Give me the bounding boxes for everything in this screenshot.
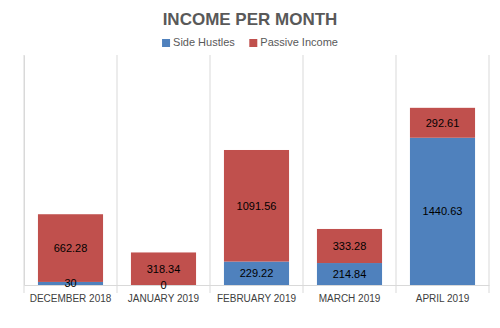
category-separator bbox=[24, 55, 25, 293]
data-label: 318.34 bbox=[147, 263, 181, 275]
category-separator bbox=[210, 55, 211, 293]
y-axis-line bbox=[24, 56, 25, 286]
data-label: 292.61 bbox=[426, 117, 460, 129]
bar-segment bbox=[410, 108, 475, 138]
legend-entry: Side Hustles bbox=[162, 36, 235, 48]
x-tick-label: APRIL 2019 bbox=[416, 293, 470, 304]
legend-entry: Passive Income bbox=[249, 36, 338, 48]
legend: Side Hustles Passive Income bbox=[162, 36, 338, 48]
bars bbox=[38, 108, 475, 285]
x-tick-label: MARCH 2019 bbox=[319, 293, 381, 304]
data-label: 214.84 bbox=[333, 268, 367, 280]
data-labels: 30 0 229.22 214.84 1440.63 662.28 318.34 1091.5… bbox=[54, 117, 463, 291]
chart: INCOME PER MONTH DECEMBER 2018 JANUARY 201… bbox=[0, 0, 500, 328]
bar-segment bbox=[410, 138, 475, 285]
legend-swatch bbox=[162, 39, 170, 47]
data-label: 662.28 bbox=[54, 242, 88, 254]
data-label: 333.28 bbox=[333, 240, 367, 252]
data-label: 229.22 bbox=[240, 267, 274, 279]
legend-label: Passive Income bbox=[260, 36, 338, 48]
x-axis: DECEMBER 2018 JANUARY 2019 FEBRUARY 2019 MA… bbox=[25, 285, 490, 304]
separators bbox=[24, 55, 489, 293]
x-axis-line bbox=[25, 285, 490, 286]
y-axis bbox=[24, 56, 25, 286]
bar-segment bbox=[317, 263, 382, 285]
title: INCOME PER MONTH bbox=[163, 10, 338, 29]
x-tick-label: FEBRUARY 2019 bbox=[217, 293, 297, 304]
category-separator bbox=[489, 55, 490, 293]
bar-segment bbox=[38, 214, 103, 282]
bar-segment bbox=[224, 262, 289, 285]
data-label: 30 bbox=[64, 277, 76, 289]
bar-segment bbox=[224, 150, 289, 262]
bar-segment bbox=[317, 229, 382, 263]
x-tick-label: JANUARY 2019 bbox=[128, 293, 200, 304]
x-tick-label: DECEMBER 2018 bbox=[30, 293, 112, 304]
data-label: 1091.56 bbox=[237, 200, 277, 212]
x-tick: APRIL 2019 bbox=[416, 285, 470, 304]
legend-swatch bbox=[249, 39, 257, 47]
legend-label: Side Hustles bbox=[173, 36, 235, 48]
category-separator bbox=[303, 55, 304, 293]
x-tick: FEBRUARY 2019 bbox=[217, 285, 297, 304]
x-tick: MARCH 2019 bbox=[319, 285, 381, 304]
data-label: 0 bbox=[160, 279, 166, 291]
data-label: 1440.63 bbox=[423, 205, 463, 217]
category-separator bbox=[396, 55, 397, 293]
category-separator bbox=[117, 55, 118, 293]
plot: DECEMBER 2018 JANUARY 2019 FEBRUARY 2019 MA… bbox=[24, 55, 490, 304]
